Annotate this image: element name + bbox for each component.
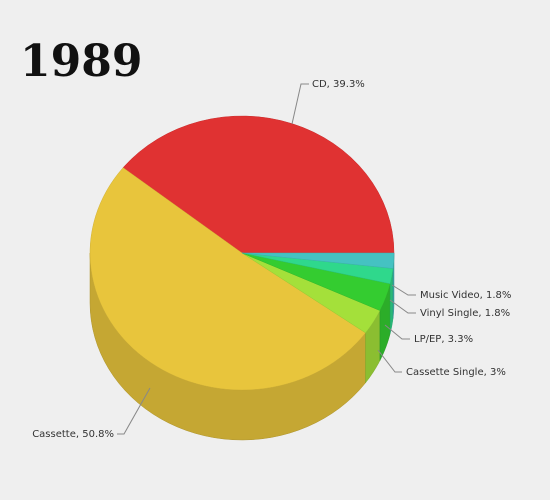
slice (89, 167, 366, 391)
chart-title: 1989 (20, 36, 142, 87)
slice (241, 252, 395, 269)
data-label: CD, 39.3% (312, 79, 365, 90)
data-label: Music Video, 1.8% (420, 290, 511, 301)
leader-line (389, 299, 416, 314)
data-label: Vinyl Single, 1.8% (420, 308, 510, 319)
leader-line (291, 83, 309, 125)
leader-line (384, 324, 410, 340)
leader-line (117, 387, 151, 435)
leader-line (377, 349, 402, 373)
data-label: Cassette, 50.8% (32, 429, 114, 440)
leader-line (391, 284, 416, 296)
data-label: LP/EP, 3.3% (414, 334, 473, 345)
data-label: Cassette Single, 3% (406, 367, 506, 378)
